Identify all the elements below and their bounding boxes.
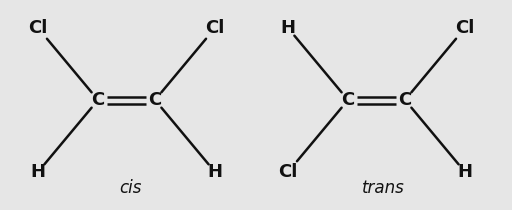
Text: Cl: Cl <box>28 19 48 37</box>
Text: C: C <box>148 91 162 109</box>
Text: H: H <box>207 163 223 181</box>
Text: Cl: Cl <box>455 19 475 37</box>
Text: H: H <box>31 163 46 181</box>
Text: H: H <box>281 19 295 37</box>
Text: C: C <box>398 91 412 109</box>
Text: Cl: Cl <box>279 163 297 181</box>
Text: cis: cis <box>119 179 141 197</box>
Text: Cl: Cl <box>205 19 225 37</box>
Text: trans: trans <box>361 179 404 197</box>
Text: H: H <box>458 163 473 181</box>
Text: C: C <box>342 91 355 109</box>
Text: C: C <box>91 91 104 109</box>
